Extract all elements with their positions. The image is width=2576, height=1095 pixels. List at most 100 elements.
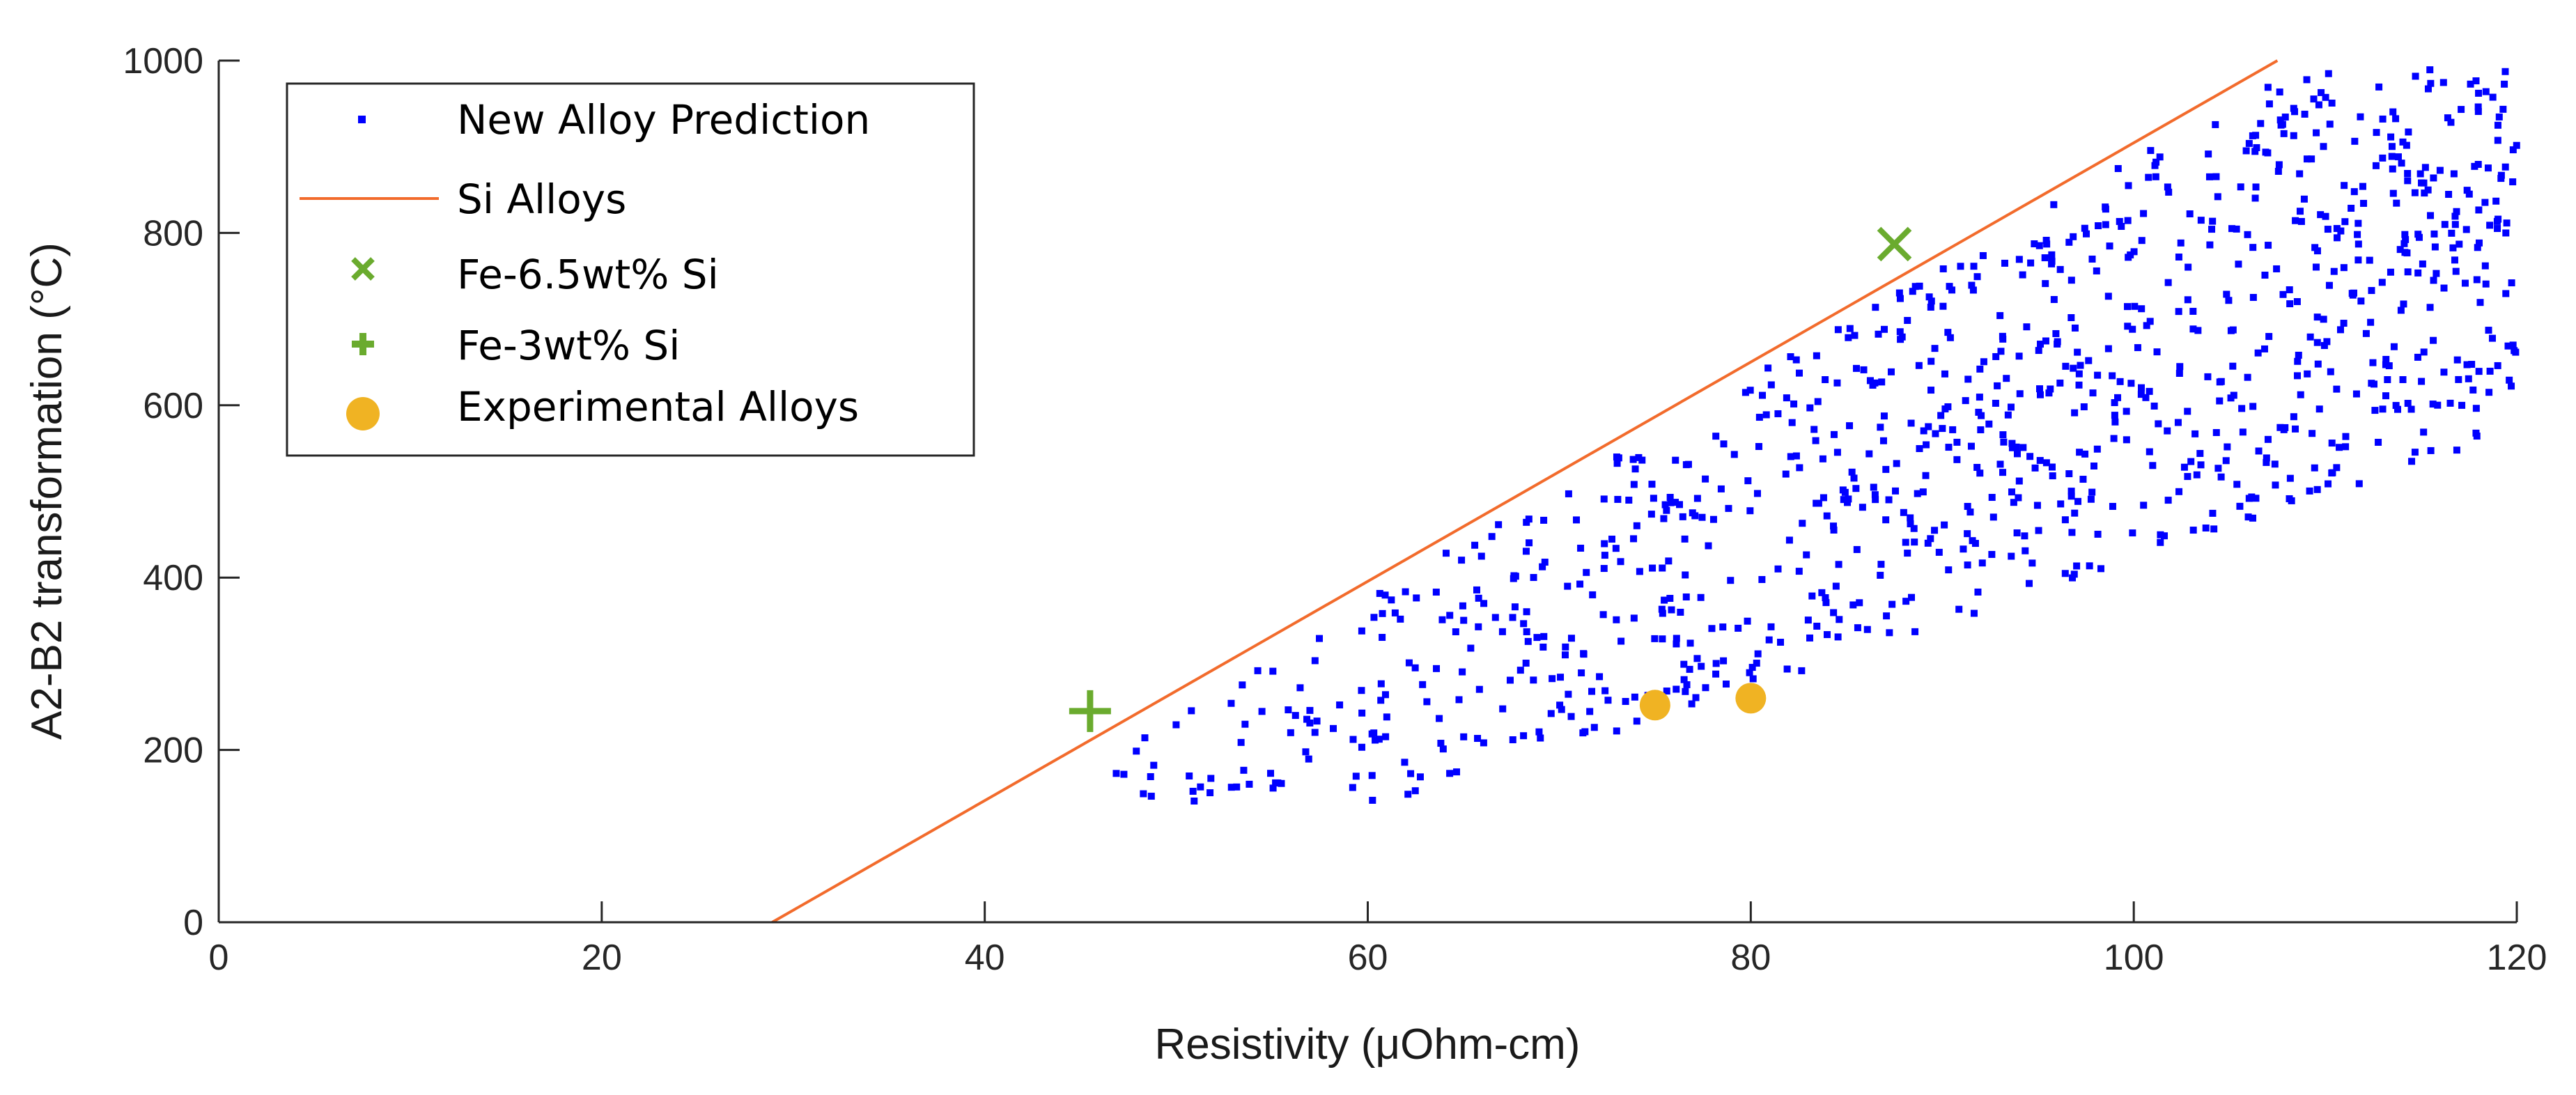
prediction-point — [1799, 520, 1806, 527]
prediction-point — [1871, 491, 1879, 499]
prediction-point — [2277, 121, 2285, 129]
prediction-point — [2472, 77, 2480, 85]
prediction-point — [1927, 303, 1934, 311]
prediction-point — [1511, 603, 1519, 611]
prediction-point — [2065, 470, 2073, 478]
prediction-point — [1370, 614, 1378, 621]
prediction-point — [1631, 465, 1639, 473]
prediction-point — [1372, 736, 1379, 744]
prediction-point — [1381, 691, 1389, 699]
prediction-point — [1269, 784, 1277, 792]
prediction-point — [2265, 242, 2272, 249]
prediction-point — [2050, 201, 2058, 208]
legend-prediction-label: New Alloy Prediction — [457, 96, 870, 143]
prediction-point — [1964, 502, 1971, 510]
y-axis-title: A2-B2 transformation (°C) — [23, 242, 71, 740]
prediction-point — [2216, 397, 2224, 405]
prediction-point — [1475, 685, 1483, 693]
prediction-point — [1835, 561, 1842, 568]
prediction-point — [1680, 676, 1688, 683]
prediction-point — [2336, 444, 2343, 451]
prediction-point — [1935, 548, 1943, 556]
prediction-point — [2228, 225, 2236, 233]
prediction-point — [1820, 494, 1827, 502]
prediction-point — [1150, 761, 1158, 769]
prediction-point — [1475, 623, 1482, 630]
prediction-point — [1931, 345, 1939, 352]
prediction-point — [1267, 770, 1275, 777]
prediction-point — [1368, 730, 1376, 738]
prediction-point — [2388, 153, 2396, 160]
prediction-point — [2420, 348, 2428, 356]
prediction-point — [2249, 244, 2257, 251]
prediction-point — [1630, 535, 1638, 543]
prediction-point — [2015, 477, 2023, 485]
prediction-point — [1907, 419, 1915, 427]
prediction-point — [1953, 456, 1961, 463]
prediction-point — [1937, 412, 1945, 419]
prediction-point — [1663, 688, 1670, 695]
prediction-point — [2404, 268, 2412, 276]
prediction-point — [2151, 162, 2159, 169]
prediction-point — [2193, 471, 2201, 479]
prediction-point — [1966, 508, 1974, 516]
prediction-point — [2015, 256, 2023, 263]
prediction-point — [2509, 341, 2517, 349]
prediction-point — [1522, 660, 1530, 667]
prediction-point — [2186, 210, 2194, 218]
prediction-point — [1833, 449, 1841, 456]
prediction-point — [1849, 601, 1857, 609]
prediction-point — [2446, 399, 2454, 407]
prediction-point — [2249, 293, 2257, 301]
prediction-point — [2076, 449, 2084, 456]
prediction-point — [2164, 183, 2171, 191]
prediction-point — [2146, 448, 2153, 456]
prediction-point — [2106, 242, 2113, 250]
fe3-marker — [1069, 690, 1111, 732]
prediction-point — [2511, 347, 2518, 355]
prediction-point — [2501, 80, 2508, 88]
prediction-point — [2315, 405, 2323, 413]
prediction-point — [1667, 499, 1675, 506]
prediction-point — [1453, 768, 1461, 776]
prediction-point — [2404, 170, 2412, 178]
prediction-point — [1969, 537, 1976, 545]
prediction-point — [2424, 186, 2432, 194]
prediction-point — [2271, 460, 2279, 468]
si-alloys-line-group — [771, 59, 2279, 924]
prediction-point — [1358, 627, 1365, 635]
prediction-point — [1636, 568, 1643, 575]
prediction-point — [1274, 779, 1282, 786]
prediction-point — [2079, 476, 2087, 483]
prediction-point — [2157, 538, 2164, 546]
prediction-point — [2080, 403, 2088, 411]
prediction-point — [2362, 329, 2370, 337]
prediction-point — [2161, 532, 2168, 540]
prediction-point — [2465, 375, 2472, 382]
prediction-point — [1922, 472, 1930, 479]
prediction-point — [1848, 468, 1856, 476]
prediction-point — [2458, 401, 2466, 409]
prediction-point — [2427, 79, 2435, 87]
prediction-point — [2414, 353, 2421, 361]
prediction-point — [1649, 564, 1656, 572]
prediction-point — [2473, 433, 2481, 440]
prediction-point — [2388, 143, 2396, 150]
prediction-point — [2447, 118, 2455, 126]
prediction-point — [2426, 304, 2434, 311]
prediction-point — [2191, 430, 2199, 437]
prediction-point — [2050, 295, 2058, 303]
prediction-point — [2205, 150, 2212, 158]
prediction-point — [1411, 787, 1419, 795]
prediction-point — [1708, 625, 1716, 632]
prediction-point — [2206, 241, 2214, 249]
prediction-point — [2348, 204, 2355, 212]
prediction-point — [1909, 288, 1916, 295]
prediction-point — [1581, 728, 1589, 736]
prediction-point — [1850, 474, 1858, 482]
prediction-point — [1565, 490, 1572, 497]
prediction-point — [2481, 262, 2489, 270]
prediction-point — [2379, 405, 2387, 413]
prediction-point — [2235, 261, 2242, 268]
prediction-point — [2453, 446, 2460, 454]
